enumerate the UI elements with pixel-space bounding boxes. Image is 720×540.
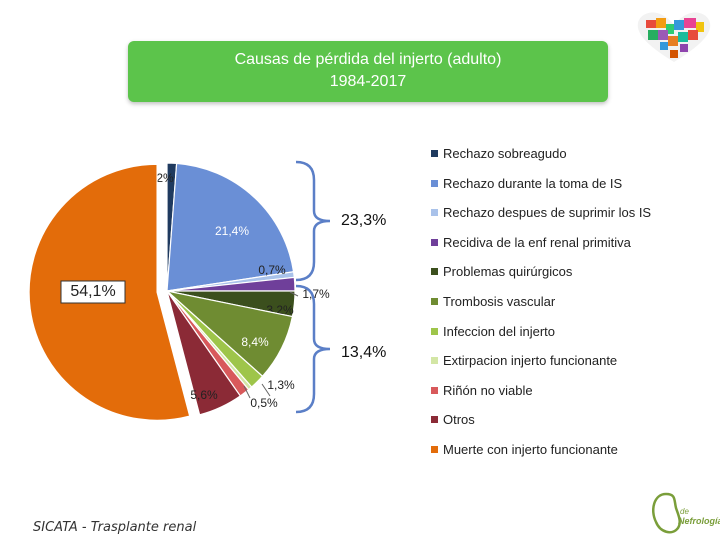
legend-item: Trombosis vascular — [431, 294, 555, 310]
footer-source: SICATA - Trasplante renal — [33, 520, 197, 535]
svg-text:de: de — [680, 507, 689, 516]
legend-swatch — [431, 268, 438, 276]
data-label: 21,4% — [215, 224, 249, 238]
data-label: 8,4% — [241, 335, 269, 349]
legend-item: Rechazo durante la toma de IS — [431, 176, 622, 192]
legend-swatch — [431, 298, 438, 306]
data-label: 0,7% — [258, 263, 286, 277]
pie-slice — [166, 162, 295, 292]
legend-label: Muerte con injerto funcionante — [443, 442, 618, 457]
data-label: 1,3% — [267, 378, 295, 392]
legend-swatch — [431, 357, 438, 365]
legend-item: Problemas quirúrgicos — [431, 264, 572, 280]
legend-swatch — [431, 209, 438, 217]
legend-item: Riñón no viable — [431, 383, 533, 399]
data-label: 54,1% — [70, 283, 115, 300]
data-label-box — [60, 280, 126, 304]
legend-item: Recidiva de la enf renal primitiva — [431, 235, 631, 251]
chart-subtitle: 1984-2017 — [329, 73, 407, 90]
legend-item: Otros — [431, 412, 475, 428]
legend-label: Rechazo despues de suprimir los IS — [443, 205, 652, 221]
legend-swatch — [431, 446, 438, 454]
legend-label: Riñón no viable — [443, 382, 533, 398]
legend-label: Trombosis vascular — [443, 294, 556, 309]
legend-item: Rechazo sobreagudo — [431, 146, 567, 162]
legend-swatch — [431, 179, 438, 187]
legend-label: Infeccion del injerto — [443, 323, 556, 339]
annotation-rechazo-total: 23,3% — [341, 212, 386, 229]
data-label: 5,6% — [190, 388, 218, 402]
heart-logo-icon — [637, 12, 711, 62]
legend-label: Problemas quirúrgicos — [443, 264, 573, 280]
legend-swatch — [431, 327, 438, 335]
legend-swatch — [431, 238, 438, 246]
brace — [295, 160, 331, 282]
legend-item: Muerte con injerto funcionante — [431, 442, 618, 458]
legend-swatch — [431, 150, 438, 158]
legend-item: Infeccion del injerto — [431, 324, 555, 340]
pie-slice — [166, 290, 242, 416]
leader-line — [261, 383, 271, 397]
brace — [295, 284, 331, 414]
data-label: 0,5% — [250, 396, 278, 410]
legend-label: Recidiva de la enf renal primitiva — [443, 234, 631, 250]
annotation-group-total: 13,4% — [341, 344, 386, 361]
legend-label: Extirpacion injerto funcionante — [443, 353, 618, 369]
legend-label: Rechazo durante la toma de IS — [443, 175, 623, 191]
leader-line — [243, 385, 251, 399]
legend-item: Rechazo despues de suprimir los IS — [431, 205, 651, 221]
svg-text:Nefrología: Nefrología — [678, 516, 720, 526]
chart-title-box: Causas de pérdida del injerto (adulto) 1… — [128, 41, 608, 102]
legend-swatch — [431, 416, 438, 424]
legend-label: Otros — [443, 412, 475, 428]
chart-title: Causas de pérdida del injerto (adulto) — [234, 51, 502, 68]
legend-item: Extirpacion injerto funcionante — [431, 353, 617, 369]
leader-line — [289, 291, 299, 297]
legend-swatch — [431, 386, 438, 394]
legend-label: Rechazo sobreagudo — [443, 146, 567, 161]
nefrologia-logo-icon: de Nefrología — [652, 492, 720, 534]
